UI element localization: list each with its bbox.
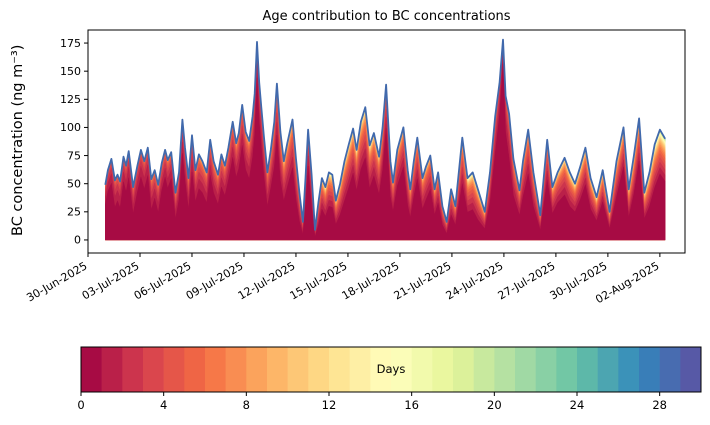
colorbar-segment: [308, 347, 330, 392]
colorbar-segment: [577, 347, 598, 392]
colorbar-tick-label: 16: [404, 398, 419, 412]
x-tick-label: 06-Jul-2025: [132, 259, 194, 302]
colorbar: 0 4 8 12 16 20 24 28: [77, 346, 702, 412]
axes-frame: [87, 29, 686, 254]
colorbar-segment: [81, 347, 102, 392]
colorbar-segment: [680, 347, 702, 392]
stacked-area-layers: [105, 39, 666, 241]
colorbar-segment: [246, 347, 268, 392]
x-tick-label: 21-Jul-2025: [392, 259, 454, 302]
colorbar-label: Days: [376, 362, 406, 376]
y-axis: 0 25 50 75 100 125 150 175: [60, 37, 88, 247]
colorbar-segment: [349, 347, 371, 392]
colorbar-segment: [432, 347, 454, 392]
y-tick-label: 25: [67, 206, 81, 219]
colorbar-segment: [411, 347, 433, 392]
colorbar-segment: [329, 347, 350, 392]
colorbar-tick-label: 24: [570, 398, 585, 412]
y-tick-label: 50: [67, 177, 81, 190]
colorbar-segment: [122, 347, 144, 392]
y-tick-label: 75: [67, 149, 81, 162]
x-tick-label: 15-Jul-2025: [288, 259, 350, 302]
y-axis-label: BC concentration (ng m⁻³): [10, 44, 26, 236]
x-tick-label: 30-Jun-2025: [24, 259, 89, 304]
colorbar-segment: [597, 347, 619, 392]
age-layer-0: [105, 63, 666, 241]
colorbar-segment: [659, 347, 681, 392]
colorbar-segment: [370, 347, 392, 392]
x-tick-label: 09-Jul-2025: [184, 259, 246, 302]
colorbar-segment: [287, 347, 309, 392]
colorbar-segment: [639, 347, 660, 392]
colorbar-tick-label: 8: [243, 398, 250, 412]
y-tick-label: 100: [60, 121, 81, 134]
total-line: [104, 38, 666, 231]
colorbar-tick-label: 0: [77, 398, 84, 412]
colorbar-frame: [80, 346, 702, 393]
colorbar-segment: [515, 347, 536, 392]
colorbar-segment: [618, 347, 640, 392]
colorbar-segment: [494, 347, 516, 392]
colorbar-segment: [205, 347, 226, 392]
y-tick-label: 125: [60, 93, 81, 106]
colorbar-tick-label: 12: [322, 398, 337, 412]
colorbar-segment: [391, 347, 412, 392]
y-tick-label: 0: [74, 234, 81, 247]
colorbar-tick-label: 20: [487, 398, 502, 412]
colorbar-segment: [267, 347, 288, 392]
colorbar-segment: [473, 347, 495, 392]
x-tick-label: 27-Jul-2025: [496, 259, 558, 302]
colorbar-segment: [163, 347, 185, 392]
colorbar-segment: [556, 347, 578, 392]
colorbar-segment: [535, 347, 557, 392]
colorbar-segment: [143, 347, 164, 392]
colorbar-segment: [184, 347, 206, 392]
colorbar-tick-label: 4: [160, 398, 167, 412]
x-tick-label: 18-Jul-2025: [340, 259, 402, 302]
chart-title: Age contribution to BC concentrations: [262, 9, 511, 24]
x-axis: 30-Jun-202503-Jul-202506-Jul-202509-Jul-…: [24, 253, 661, 306]
x-tick-label: 24-Jul-2025: [444, 259, 506, 302]
colorbar-segment: [225, 347, 247, 392]
colorbar-segment: [453, 347, 474, 392]
y-tick-label: 150: [60, 65, 81, 78]
x-tick-label: 12-Jul-2025: [236, 259, 298, 302]
x-tick-label: 03-Jul-2025: [80, 259, 142, 302]
colorbar-tick-label: 28: [652, 398, 667, 412]
colorbar-segment: [101, 347, 123, 392]
y-tick-label: 175: [60, 37, 81, 50]
